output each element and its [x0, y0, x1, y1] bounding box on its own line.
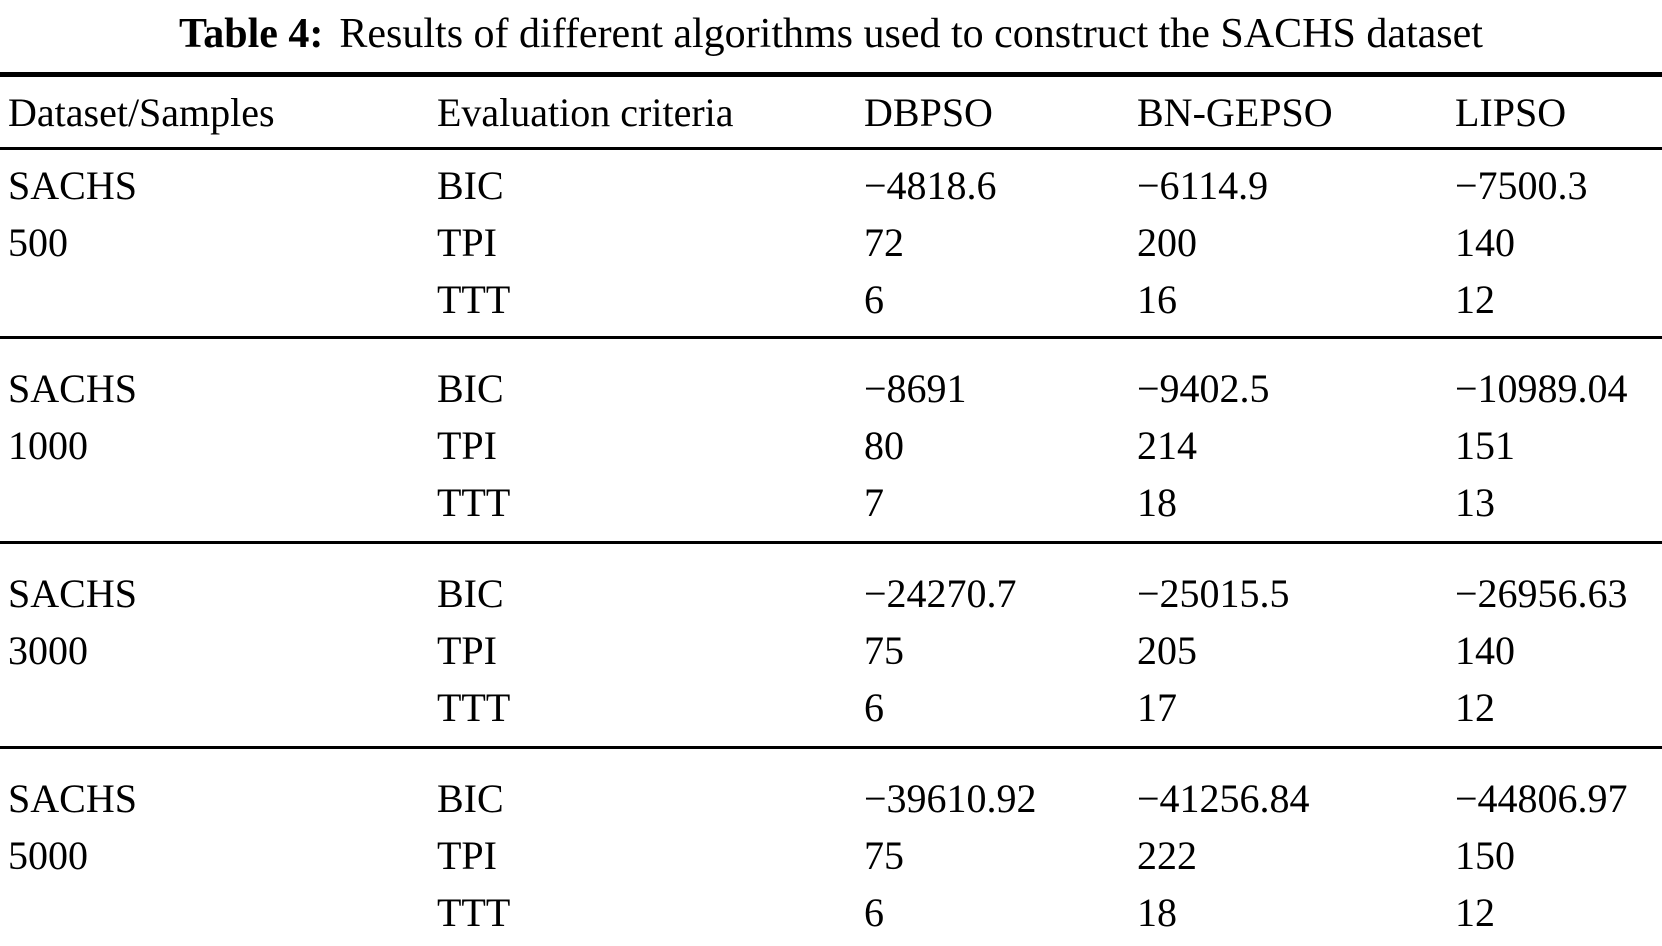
dataset-name: SACHS [8, 776, 137, 821]
criterion-label: BIC [437, 163, 504, 208]
criterion-label: TTT [437, 685, 511, 730]
value-dbpso: 6 [864, 277, 884, 322]
table-row: SACHS BIC −4818.6 −6114.9 −7500.3 [0, 157, 1662, 214]
value-bn-gepso: 18 [1137, 480, 1177, 525]
value-bn-gepso: 214 [1137, 423, 1197, 468]
criterion-label: TTT [437, 480, 511, 525]
criterion-label: TPI [437, 423, 497, 468]
value-dbpso: 75 [864, 628, 904, 673]
value-dbpso: −24270.7 [864, 571, 1017, 616]
criterion-label: TPI [437, 628, 497, 673]
value-dbpso: −8691 [864, 366, 967, 411]
value-bn-gepso: 200 [1137, 220, 1197, 265]
table-group-sachs-5000: SACHS BIC −39610.92 −41256.84 −44806.97 … [0, 749, 1662, 946]
empty-cell [0, 474, 437, 531]
value-bn-gepso: 16 [1137, 277, 1177, 322]
table-caption-text: Results of different algorithms used to … [339, 11, 1483, 57]
dataset-name: SACHS [8, 571, 137, 616]
value-dbpso: 72 [864, 220, 904, 265]
value-lipso: 140 [1455, 220, 1515, 265]
samples-count: 5000 [8, 833, 88, 878]
value-bn-gepso: −9402.5 [1137, 366, 1270, 411]
dataset-name: SACHS [8, 163, 137, 208]
table-row: 3000 TPI 75 205 140 [0, 622, 1662, 679]
value-dbpso: 6 [864, 890, 884, 935]
criterion-label: BIC [437, 366, 504, 411]
samples-count: 3000 [8, 628, 88, 673]
table-group-sachs-1000: SACHS BIC −8691 −9402.5 −10989.04 1000 T… [0, 339, 1662, 544]
value-lipso: 12 [1455, 685, 1495, 730]
value-bn-gepso: 17 [1137, 685, 1177, 730]
value-dbpso: −39610.92 [864, 776, 1037, 821]
column-header-lipso: LIPSO [1455, 90, 1567, 135]
value-dbpso: 7 [864, 480, 884, 525]
table-group-sachs-500: SACHS BIC −4818.6 −6114.9 −7500.3 500 TP… [0, 150, 1662, 339]
table-row: 5000 TPI 75 222 150 [0, 827, 1662, 884]
samples-count: 500 [8, 220, 68, 265]
criterion-label: TPI [437, 833, 497, 878]
value-lipso: −10989.04 [1455, 366, 1628, 411]
criterion-label: BIC [437, 571, 504, 616]
empty-cell [0, 679, 437, 736]
table-caption: Table 4: Results of different algorithms … [0, 0, 1662, 62]
criterion-label: BIC [437, 776, 504, 821]
value-dbpso: −4818.6 [864, 163, 997, 208]
value-lipso: 13 [1455, 480, 1495, 525]
table-group-sachs-3000: SACHS BIC −24270.7 −25015.5 −26956.63 30… [0, 544, 1662, 749]
value-lipso: 150 [1455, 833, 1515, 878]
samples-count: 1000 [8, 423, 88, 468]
table-row: 1000 TPI 80 214 151 [0, 417, 1662, 474]
value-lipso: 12 [1455, 277, 1495, 322]
value-lipso: −44806.97 [1455, 776, 1628, 821]
table-caption-label: Table 4: [179, 11, 324, 57]
table-row: TTT 6 16 12 [0, 271, 1662, 328]
value-bn-gepso: −6114.9 [1137, 163, 1269, 208]
value-lipso: 140 [1455, 628, 1515, 673]
header-row: Dataset/Samples Evaluation criteria DBPS… [0, 77, 1662, 150]
table-row: TTT 6 17 12 [0, 679, 1662, 736]
table-row: SACHS BIC −24270.7 −25015.5 −26956.63 [0, 565, 1662, 622]
table-row: 500 TPI 72 200 140 [0, 214, 1662, 271]
empty-cell [0, 884, 437, 941]
table-row: SACHS BIC −39610.92 −41256.84 −44806.97 [0, 770, 1662, 827]
dataset-name: SACHS [8, 366, 137, 411]
criterion-label: TTT [437, 277, 511, 322]
criterion-label: TTT [437, 890, 511, 935]
value-dbpso: 6 [864, 685, 884, 730]
value-dbpso: 80 [864, 423, 904, 468]
column-header-evaluation-criteria: Evaluation criteria [437, 90, 734, 135]
value-dbpso: 75 [864, 833, 904, 878]
empty-cell [0, 271, 437, 328]
column-header-dataset-samples: Dataset/Samples [8, 90, 275, 135]
value-bn-gepso: 205 [1137, 628, 1197, 673]
value-bn-gepso: 18 [1137, 890, 1177, 935]
table-row: TTT 7 18 13 [0, 474, 1662, 531]
results-table: Dataset/Samples Evaluation criteria DBPS… [0, 72, 1662, 946]
value-lipso: 151 [1455, 423, 1515, 468]
value-bn-gepso: 222 [1137, 833, 1197, 878]
criterion-label: TPI [437, 220, 497, 265]
value-bn-gepso: −41256.84 [1137, 776, 1310, 821]
table-row: SACHS BIC −8691 −9402.5 −10989.04 [0, 360, 1662, 417]
value-lipso: 12 [1455, 890, 1495, 935]
value-bn-gepso: −25015.5 [1137, 571, 1290, 616]
column-header-dbpso: DBPSO [864, 90, 993, 135]
value-lipso: −7500.3 [1455, 163, 1588, 208]
value-lipso: −26956.63 [1455, 571, 1628, 616]
column-header-bn-gepso: BN-GEPSO [1137, 90, 1333, 135]
table-row: TTT 6 18 12 [0, 884, 1662, 941]
